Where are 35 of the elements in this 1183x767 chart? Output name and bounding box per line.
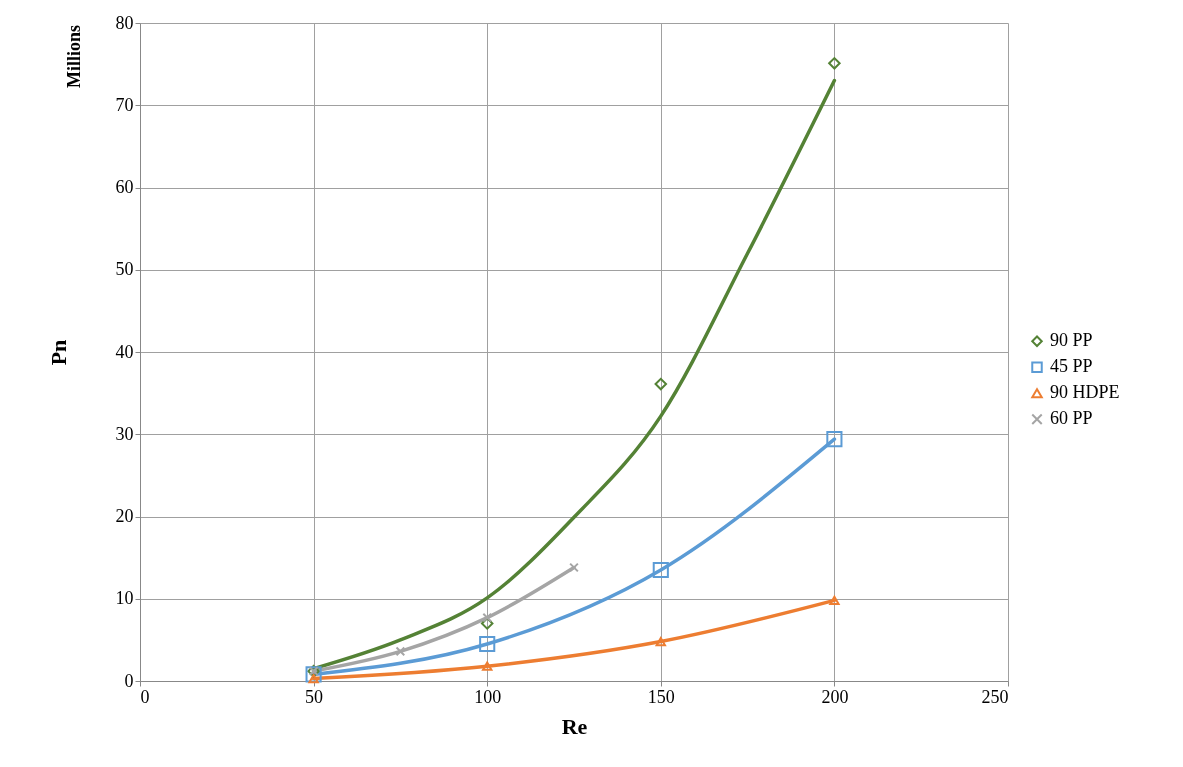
y-tick-label: 80 (115, 12, 134, 33)
y-tick-label: 10 (115, 588, 134, 609)
legend-label: 90 PP (1050, 330, 1093, 351)
point (482, 661, 493, 671)
x-tick-label: 150 (647, 686, 675, 707)
point (655, 636, 666, 647)
point (654, 377, 668, 391)
point (828, 57, 841, 70)
point (829, 595, 840, 606)
point (569, 562, 579, 573)
text: Millions (64, 25, 84, 89)
x-tick-label: 0 (140, 686, 150, 707)
y-axis-title: Pn (45, 339, 71, 366)
point (480, 617, 494, 630)
point (482, 612, 493, 623)
point (826, 431, 843, 448)
legend-label: 60 PP (1050, 408, 1093, 429)
y-tick-label: 40 (115, 341, 134, 362)
x-axis-title: Re (561, 713, 588, 739)
point (652, 561, 669, 579)
legend-label: 90 HDPE (1050, 382, 1120, 403)
y-tick-label: 20 (115, 506, 134, 526)
y-tick-label: 70 (115, 94, 134, 115)
y-tick-label: 60 (115, 177, 134, 197)
x-tick-label: 250 (981, 686, 1009, 707)
x-tick-label: 200 (821, 686, 849, 707)
point (479, 635, 496, 653)
y-tick-label: 50 (115, 259, 134, 280)
x-tick-label: 50 (305, 686, 324, 707)
point (395, 646, 406, 657)
point (305, 666, 322, 683)
legend-label: 45 PP (1050, 356, 1093, 377)
y-tick-label: 30 (115, 423, 134, 444)
x-tick-label: 100 (474, 686, 502, 707)
y-tick-label: 0 (124, 670, 134, 691)
